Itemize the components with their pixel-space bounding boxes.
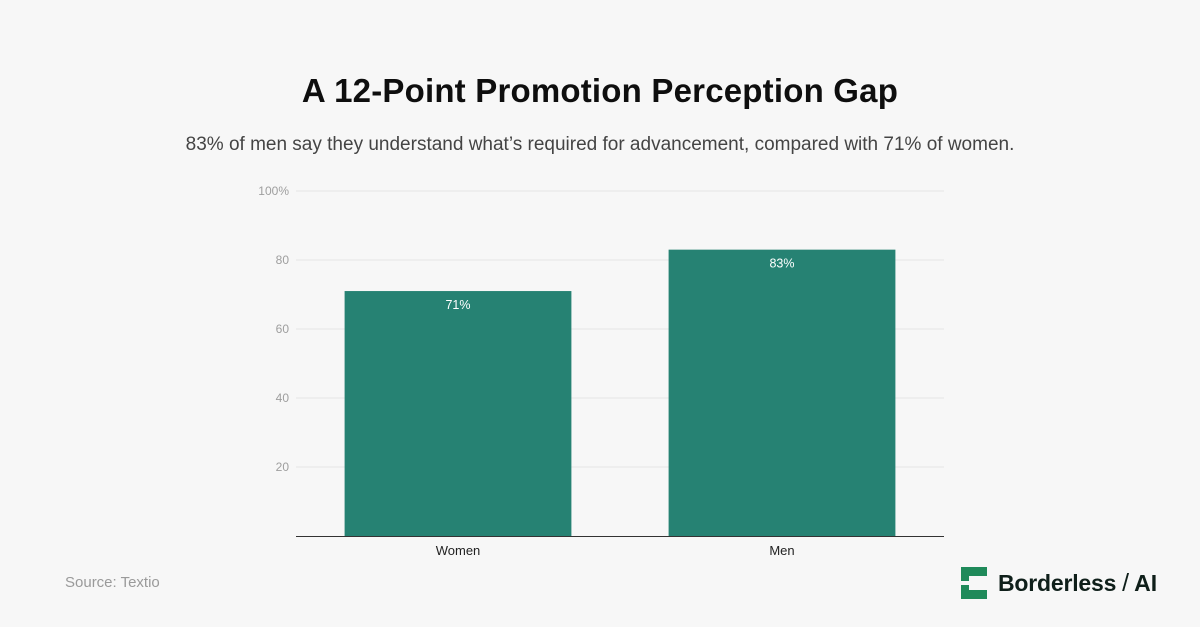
data-label-men: 83%: [769, 257, 794, 271]
bars: [344, 249, 896, 536]
y-tick-label: 100%: [258, 184, 289, 198]
y-tick-label: 20: [276, 460, 290, 474]
data-label-women: 71%: [445, 298, 470, 312]
x-tick-label-women: Women: [436, 543, 481, 558]
y-axis-ticks: 20 40 60 80 100%: [258, 184, 289, 474]
x-axis-ticks: Women Men: [436, 543, 795, 558]
brand-logo: Borderless / AI: [961, 566, 1157, 600]
y-tick-label: 60: [276, 322, 290, 336]
data-labels: 71% 83%: [445, 257, 794, 312]
bar-women: [344, 291, 572, 536]
brand-separator: /: [1122, 568, 1130, 597]
brand-suffix: AI: [1134, 569, 1158, 596]
borderless-logo-icon: [961, 567, 987, 599]
source-note: Source: Textio: [65, 574, 160, 591]
chart-title: A 12-Point Promotion Perception Gap: [301, 72, 899, 109]
y-tick-label: 40: [276, 391, 290, 405]
chart-subtitle: 83% of men say they understand what’s re…: [185, 134, 1015, 155]
bar-men: [668, 249, 896, 536]
brand-name: Borderless: [998, 569, 1117, 596]
y-tick-label: 80: [276, 253, 290, 267]
x-tick-label-men: Men: [769, 543, 794, 558]
